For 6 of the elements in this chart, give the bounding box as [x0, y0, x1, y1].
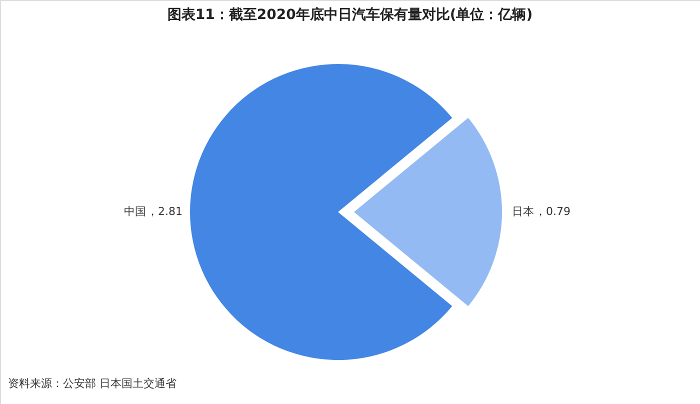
slice-label: 日本	[512, 205, 534, 218]
slice-label: 中国	[124, 205, 146, 218]
text: 资料来源：公安部 日本国土交通省	[8, 377, 176, 390]
data-label: ，0.79	[535, 205, 570, 218]
data-label: ，2.81	[147, 205, 182, 218]
chart-title: 图表11：截至2020年底中日汽车保有量对比(单位：亿辆)	[167, 6, 533, 23]
